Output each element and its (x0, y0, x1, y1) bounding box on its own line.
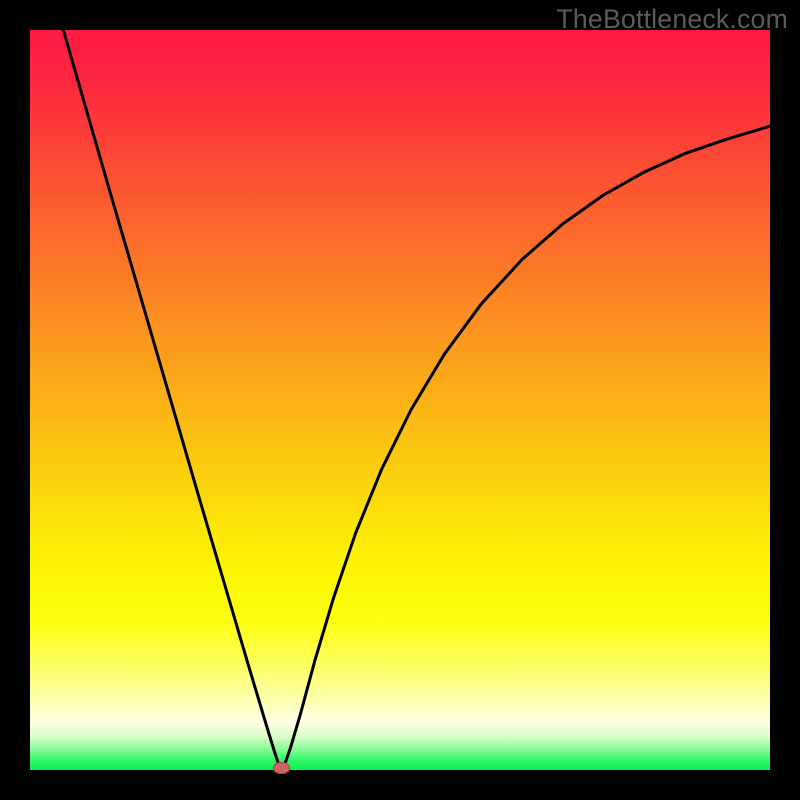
plot-area (30, 30, 770, 770)
curve-svg (30, 30, 770, 770)
chart-frame: TheBottleneck.com (0, 0, 800, 800)
bottleneck-curve-path (63, 30, 770, 768)
optimum-marker (273, 762, 291, 774)
